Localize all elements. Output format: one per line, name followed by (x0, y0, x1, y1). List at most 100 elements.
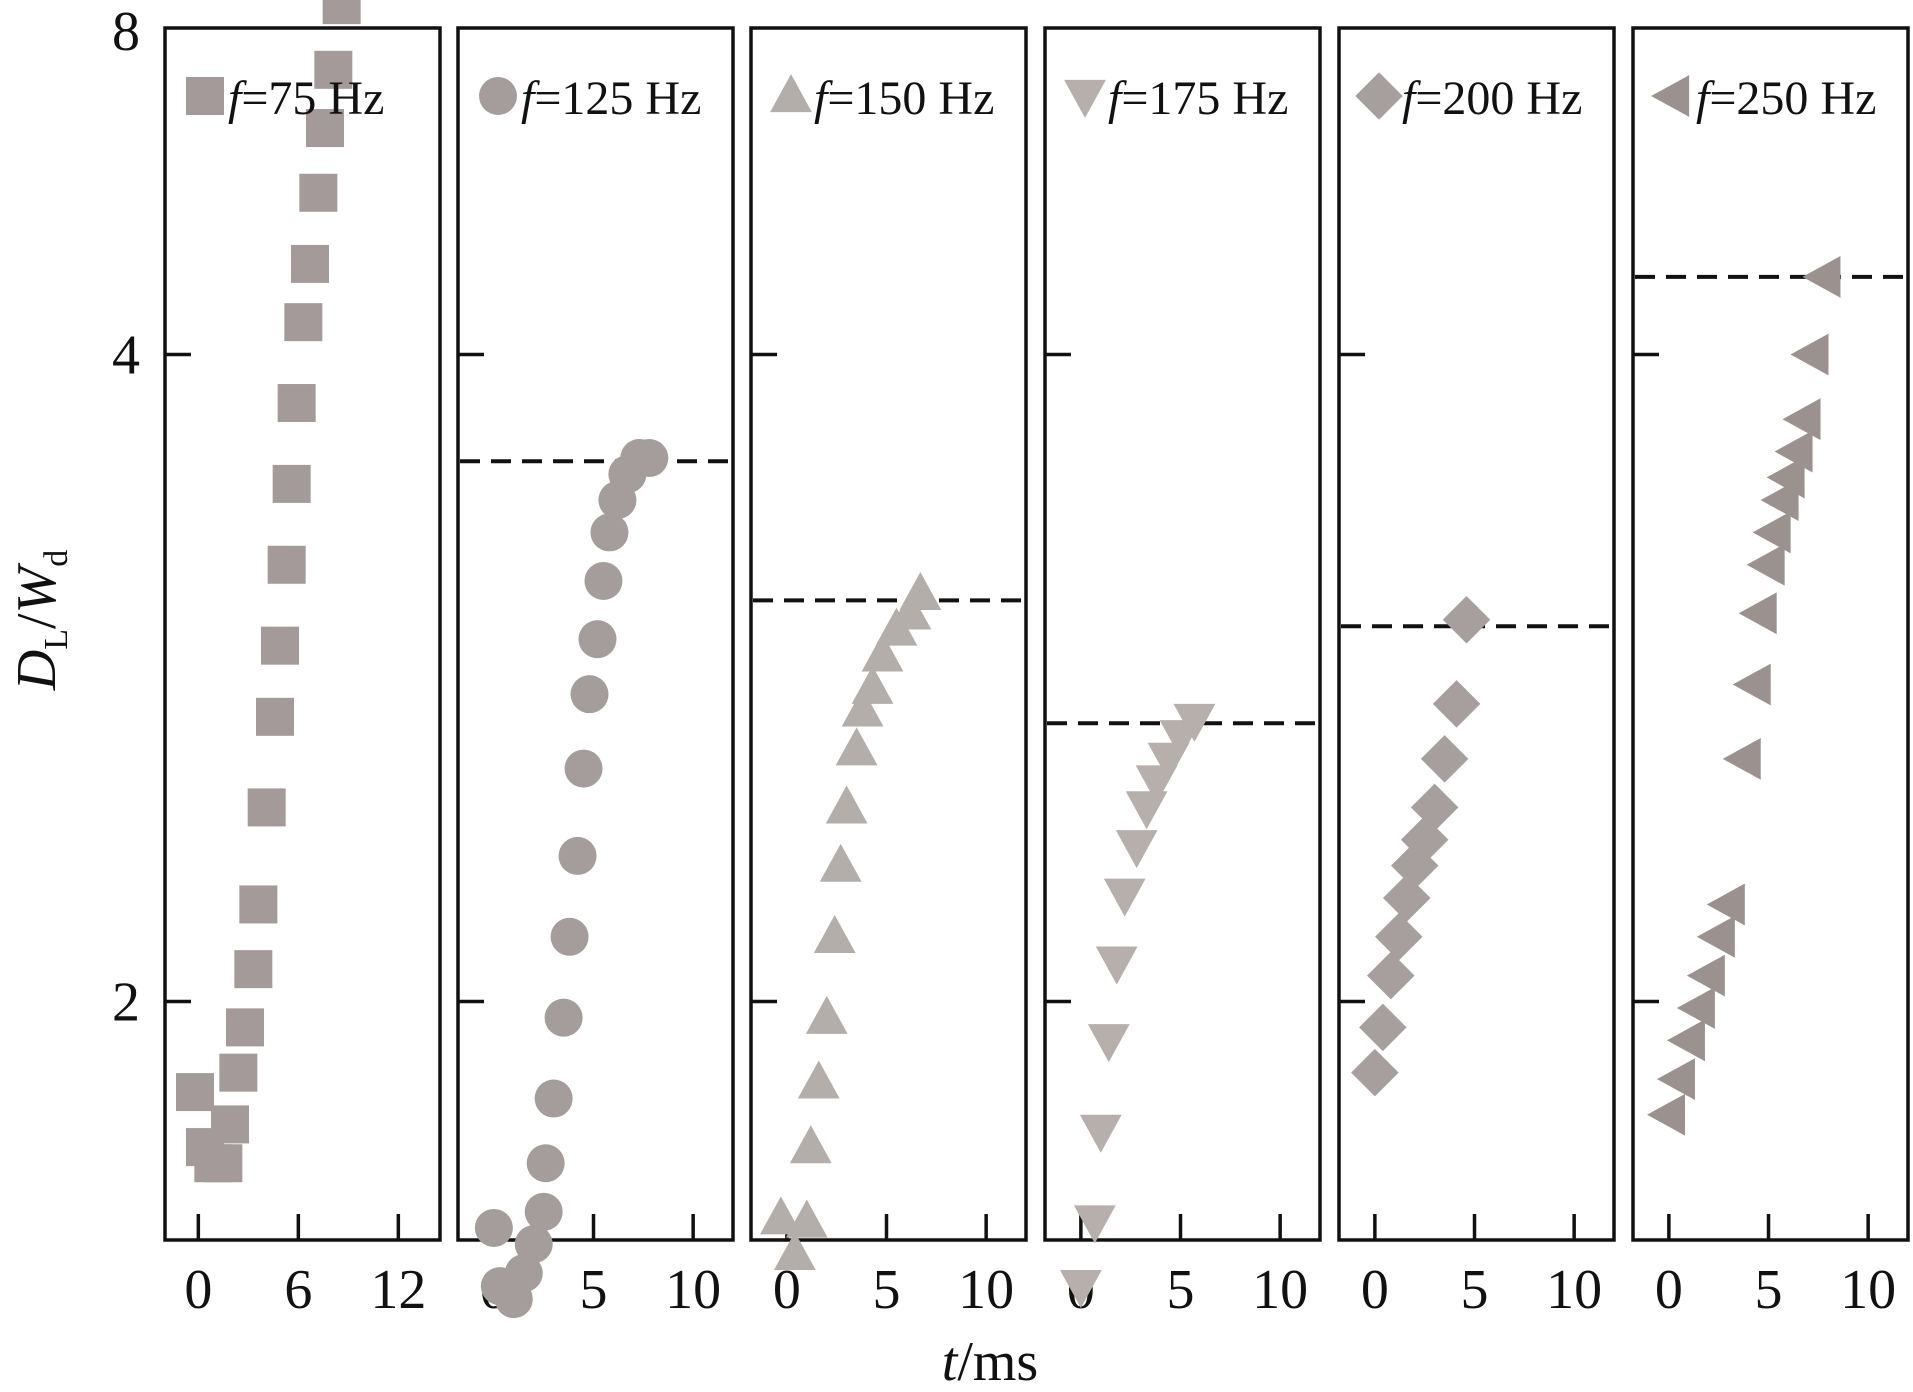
panel-frame (163, 26, 442, 1242)
legend-symbol (770, 74, 812, 113)
data-point (239, 885, 278, 924)
legend: f=250 Hz (1651, 72, 1876, 125)
data-point (1782, 398, 1821, 441)
data-point (861, 633, 904, 672)
legend-label: f=175 Hz (1108, 72, 1288, 125)
x-tick-label: 5 (1461, 1259, 1489, 1321)
x-tick-label: 10 (1546, 1259, 1602, 1321)
y-tick-label: 4 (112, 325, 140, 387)
data-point (234, 950, 273, 989)
data-point (474, 1208, 513, 1247)
legend-label: f=150 Hz (814, 72, 994, 125)
data-point (825, 785, 868, 824)
legend-label: f=125 Hz (521, 72, 701, 125)
data-point (1351, 1048, 1399, 1097)
data-point (1766, 456, 1805, 499)
legend-label: f=250 Hz (1696, 72, 1876, 125)
panel-frame (1337, 26, 1616, 1242)
y-axis-title-slash: / (6, 613, 68, 629)
data-point (1774, 430, 1813, 473)
legend-label-value: =150 Hz (827, 72, 994, 125)
y-axis-title-d: D (6, 650, 68, 691)
data-point (322, 0, 361, 25)
data-point (889, 591, 932, 630)
y-axis-title-sub-l: L (38, 629, 75, 650)
x-tick-label: 5 (1755, 1259, 1783, 1321)
y-axis-title: DL/Wd (6, 550, 75, 691)
data-point (1383, 874, 1431, 922)
data-point (226, 1008, 264, 1047)
data-point (299, 173, 338, 212)
data-point (291, 244, 329, 283)
data-point (1420, 735, 1469, 783)
data-point (1738, 592, 1777, 635)
data-point (176, 1073, 214, 1112)
data-point (526, 1144, 565, 1183)
data-point (247, 788, 286, 827)
data-point (1079, 1114, 1122, 1153)
panel-frame (1631, 26, 1910, 1242)
data-point (261, 626, 299, 665)
data-point (1087, 1024, 1130, 1063)
data-point (899, 572, 942, 611)
data-point (805, 995, 848, 1034)
data-point (256, 697, 294, 736)
data-point (590, 513, 629, 552)
x-tick-label: 10 (958, 1259, 1014, 1321)
panel-frame (749, 26, 1028, 1242)
data-point (1359, 1003, 1407, 1052)
x-tick-label: 10 (665, 1259, 721, 1321)
data-point (1732, 663, 1771, 706)
data-point (1442, 596, 1491, 644)
data-point (630, 439, 669, 478)
data-point (1073, 1205, 1116, 1244)
x-tick-label: 6 (284, 1259, 312, 1321)
legend-label-value: =200 Hz (1415, 72, 1582, 125)
panel-3: 0 5 10f=150 Hz (749, 26, 1030, 1321)
legend: f=175 Hz (1064, 72, 1288, 125)
data-point (1752, 511, 1791, 554)
data-point (773, 1231, 816, 1270)
x-axis-title-unit: /ms (957, 1331, 1038, 1392)
data-point (578, 620, 617, 659)
data-point (789, 1125, 832, 1164)
data-point (219, 1053, 258, 1092)
data-point (819, 843, 862, 882)
data-point (272, 464, 311, 503)
data-point (1722, 737, 1761, 780)
y-axis-tick-labels: 2468 (112, 1, 140, 1034)
data-point (1802, 255, 1841, 298)
x-tick-label: 12 (370, 1259, 426, 1321)
data-point (550, 917, 589, 956)
data-point (1746, 543, 1785, 586)
data-point (314, 50, 353, 89)
data-point (284, 303, 323, 342)
data-point (306, 109, 344, 148)
x-axis-title-t: t (942, 1331, 959, 1392)
data-point (1410, 783, 1459, 832)
x-tick-label: 5 (1167, 1259, 1195, 1321)
y-tick-label: 2 (112, 972, 140, 1034)
data-point (267, 545, 306, 584)
legend-symbol (1064, 79, 1106, 118)
data-point (813, 914, 856, 953)
data-point (851, 665, 894, 704)
data-point (1666, 1019, 1705, 1062)
data-point (504, 1254, 543, 1293)
x-axis-title: t/ms (942, 1331, 1038, 1392)
legend: f=150 Hz (770, 72, 994, 125)
legend-label-value: =125 Hz (534, 72, 701, 125)
data-point (204, 1144, 243, 1183)
legend-symbol (479, 77, 517, 115)
data-point (1367, 951, 1415, 1000)
y-tick-label: 8 (112, 1, 140, 63)
x-tick-label: 0 (1655, 1259, 1683, 1321)
data-point (1432, 680, 1481, 728)
legend: f=125 Hz (479, 72, 701, 125)
y-axis-title-sub-d: d (38, 550, 75, 567)
legend: f=75 Hz (186, 72, 384, 125)
data-point (277, 384, 316, 423)
panel-1: 0 6 12 f=75 Hz (163, 0, 442, 1321)
legend-label-value: =75 Hz (241, 72, 384, 125)
